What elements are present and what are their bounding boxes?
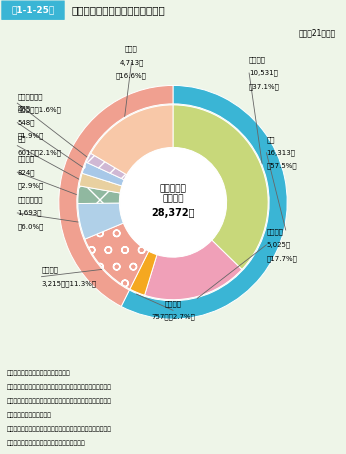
Text: 10,531件: 10,531件: [249, 70, 278, 76]
Text: ２　共同住宅、工場・作業場、事務所、倉庫、飲食店: ２ 共同住宅、工場・作業場、事務所、倉庫、飲食店: [7, 385, 112, 390]
Text: 5,025件: 5,025件: [266, 242, 291, 248]
Text: 建物火災の火元建物用途別の状況: 建物火災の火元建物用途別の状況: [72, 5, 166, 15]
Text: なお、複合用途については、特定複合用途及び非: なお、複合用途については、特定複合用途及び非: [7, 427, 112, 432]
Text: （16.6%）: （16.6%）: [116, 73, 147, 79]
Text: 出火件数: 出火件数: [162, 194, 184, 203]
Text: 16,313件: 16,313件: [266, 149, 295, 156]
Text: 1,693件: 1,693件: [17, 210, 42, 216]
Text: 一による区分: 一による区分: [7, 413, 52, 418]
Wedge shape: [173, 105, 268, 270]
Text: 倉庫: 倉庫: [17, 136, 26, 142]
Text: （2.9%）: （2.9%）: [17, 183, 44, 189]
Circle shape: [120, 148, 226, 257]
Text: 465件（1.6%）: 465件（1.6%）: [17, 107, 61, 113]
Text: （17.7%）: （17.7%）: [266, 255, 297, 262]
Wedge shape: [59, 85, 173, 306]
Text: 共同住宅: 共同住宅: [266, 228, 283, 235]
Text: 複合用途: 複合用途: [42, 266, 58, 273]
Text: 事務所等: 事務所等: [17, 155, 34, 162]
Text: 548件: 548件: [17, 119, 35, 126]
Wedge shape: [86, 153, 127, 180]
Text: 併用住宅: 併用住宅: [164, 300, 182, 307]
FancyBboxPatch shape: [2, 1, 64, 19]
Text: 757件（2.7%）: 757件（2.7%）: [151, 314, 195, 321]
Text: その他: その他: [125, 46, 138, 52]
Wedge shape: [145, 240, 242, 300]
Wedge shape: [121, 85, 287, 319]
Text: 4,713件: 4,713件: [119, 59, 144, 66]
Wedge shape: [78, 203, 124, 239]
Text: （37.1%）: （37.1%）: [249, 83, 280, 90]
Text: 第1-1-25図: 第1-1-25図: [11, 6, 55, 15]
Text: 特定複合用途の出火件数の合計数: 特定複合用途の出火件数の合計数: [7, 441, 86, 446]
Text: 建物火災の: 建物火災の: [160, 184, 186, 193]
Text: 824件: 824件: [17, 169, 35, 176]
Text: 3,215件（11.3%）: 3,215件（11.3%）: [42, 280, 97, 286]
Text: 住宅: 住宅: [266, 136, 275, 143]
Text: （57.5%）: （57.5%）: [266, 163, 297, 169]
Wedge shape: [91, 105, 173, 175]
Wedge shape: [82, 162, 124, 186]
Text: 601件（2.1%）: 601件（2.1%）: [17, 149, 61, 156]
Text: 及び物品販売店舗の区分は、消防法施行令別表第: 及び物品販売店舗の区分は、消防法施行令別表第: [7, 399, 112, 404]
Text: 一般住宅: 一般住宅: [249, 56, 266, 63]
Text: （備考）１　「火災報告」により作成: （備考）１ 「火災報告」により作成: [7, 370, 71, 376]
Wedge shape: [78, 186, 120, 203]
Wedge shape: [79, 173, 122, 193]
Text: 工場・作業場: 工場・作業場: [17, 196, 43, 203]
Text: （1.9%）: （1.9%）: [17, 133, 44, 139]
Text: （6.0%）: （6.0%）: [17, 223, 44, 230]
Text: 28,372件: 28,372件: [151, 208, 195, 218]
Text: （平成21年中）: （平成21年中）: [298, 29, 336, 38]
Wedge shape: [85, 223, 149, 289]
Text: 飲食店: 飲食店: [17, 106, 30, 113]
Wedge shape: [130, 251, 157, 295]
Text: 物品販売店舗: 物品販売店舗: [17, 93, 43, 100]
